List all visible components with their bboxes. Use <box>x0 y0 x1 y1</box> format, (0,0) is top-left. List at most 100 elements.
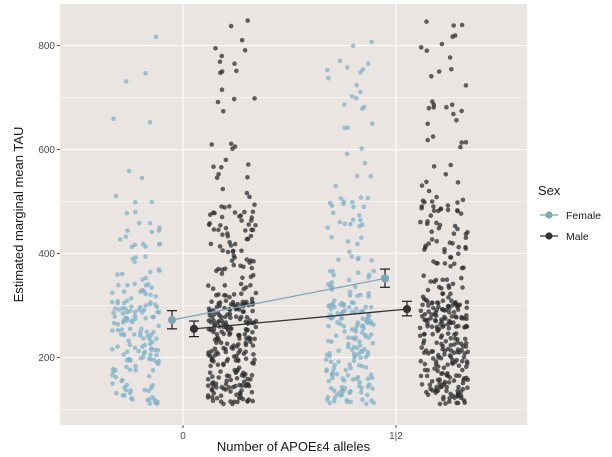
raw-point <box>341 102 347 107</box>
raw-point <box>205 393 211 398</box>
raw-point <box>441 397 446 402</box>
raw-point <box>353 284 358 290</box>
raw-point <box>119 271 125 277</box>
raw-point <box>225 249 231 255</box>
raw-point <box>446 325 452 331</box>
raw-point <box>436 304 441 310</box>
raw-point <box>456 384 461 390</box>
raw-point <box>156 242 162 247</box>
raw-point <box>451 111 456 117</box>
raw-point <box>222 283 228 288</box>
raw-point <box>365 316 370 322</box>
raw-point <box>422 317 427 323</box>
raw-point <box>231 262 237 268</box>
raw-point <box>232 241 238 247</box>
raw-point <box>252 96 257 101</box>
raw-point <box>366 335 372 340</box>
raw-point <box>247 318 253 323</box>
raw-point <box>335 311 341 316</box>
raw-point <box>356 255 361 261</box>
raw-point <box>214 292 219 298</box>
raw-point <box>249 296 255 302</box>
raw-point <box>227 331 233 336</box>
raw-point <box>223 157 229 163</box>
raw-point <box>434 340 440 346</box>
raw-point <box>228 389 233 394</box>
raw-point <box>444 372 449 378</box>
raw-point <box>146 388 152 394</box>
raw-point <box>325 225 330 230</box>
raw-point <box>115 327 121 333</box>
raw-point <box>127 326 133 332</box>
raw-point <box>430 300 435 306</box>
raw-point <box>219 329 224 335</box>
raw-point <box>147 220 153 226</box>
raw-point <box>458 144 463 150</box>
raw-point <box>449 102 455 108</box>
raw-point <box>150 314 155 320</box>
raw-point <box>432 366 437 371</box>
raw-point <box>217 300 223 305</box>
raw-point <box>349 254 355 259</box>
raw-point <box>113 193 119 199</box>
raw-point <box>121 289 127 295</box>
raw-point <box>143 303 148 308</box>
raw-point <box>441 365 447 371</box>
raw-point <box>451 350 457 356</box>
raw-point <box>434 261 439 266</box>
raw-point <box>443 316 448 321</box>
raw-point <box>327 400 333 406</box>
raw-point <box>142 387 148 393</box>
raw-point <box>115 321 121 327</box>
raw-point <box>253 290 259 296</box>
raw-point <box>424 48 430 53</box>
raw-point <box>333 183 339 189</box>
raw-point <box>232 144 238 149</box>
raw-point <box>114 390 119 396</box>
raw-point <box>241 379 247 385</box>
raw-point <box>252 202 257 208</box>
raw-point <box>434 220 439 226</box>
raw-point <box>363 304 369 310</box>
raw-point <box>371 400 377 406</box>
raw-point <box>366 291 371 296</box>
raw-point <box>123 234 129 239</box>
legend-label-female: Female <box>566 210 601 222</box>
raw-point <box>459 395 464 401</box>
raw-point <box>221 401 226 407</box>
raw-point <box>111 369 116 375</box>
raw-point <box>436 327 442 332</box>
raw-point <box>341 199 347 204</box>
raw-point <box>239 37 245 43</box>
raw-point <box>142 349 148 355</box>
raw-point <box>110 347 115 352</box>
raw-point <box>154 352 159 358</box>
raw-point <box>148 269 153 275</box>
raw-point <box>211 391 217 396</box>
mean-point-male <box>189 324 199 333</box>
raw-point <box>150 383 155 388</box>
raw-point <box>349 347 355 352</box>
raw-point <box>328 385 334 391</box>
raw-point <box>219 318 224 324</box>
raw-point <box>324 368 329 374</box>
raw-point <box>127 390 133 396</box>
raw-point <box>156 228 162 233</box>
raw-point <box>360 349 365 354</box>
raw-point <box>243 228 248 233</box>
raw-point <box>130 256 135 262</box>
raw-point <box>434 194 439 200</box>
raw-point <box>231 399 237 405</box>
raw-point <box>212 311 217 317</box>
raw-point <box>116 307 122 312</box>
raw-point <box>236 342 241 347</box>
raw-point <box>425 137 431 143</box>
raw-point <box>130 397 135 402</box>
raw-point <box>124 364 129 370</box>
raw-point <box>449 67 454 72</box>
raw-point <box>349 94 355 99</box>
raw-point <box>426 188 432 194</box>
raw-point <box>220 186 226 192</box>
raw-point <box>455 180 461 185</box>
